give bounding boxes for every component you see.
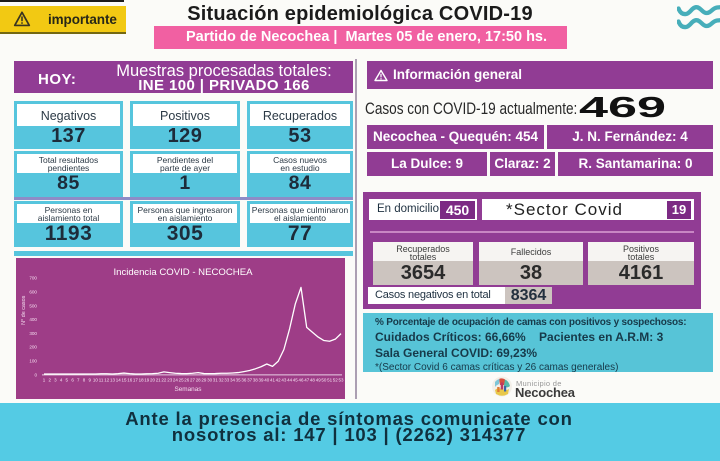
svg-text:2: 2 xyxy=(48,378,51,383)
svg-text:39: 39 xyxy=(258,378,264,383)
svg-text:19: 19 xyxy=(144,378,150,383)
svg-text:27: 27 xyxy=(190,378,196,383)
svg-text:Incidencia COVID - NECOCHEA: Incidencia COVID - NECOCHEA xyxy=(114,267,254,278)
svg-text:1: 1 xyxy=(43,378,46,383)
svg-text:21: 21 xyxy=(156,378,162,383)
svg-text:14: 14 xyxy=(116,378,122,383)
svg-text:42: 42 xyxy=(276,378,282,383)
svg-text:600: 600 xyxy=(29,290,37,295)
svg-text:24: 24 xyxy=(173,378,179,383)
svg-text:18: 18 xyxy=(139,378,145,383)
svg-text:15: 15 xyxy=(121,378,127,383)
svg-text:16: 16 xyxy=(127,378,133,383)
svg-text:36: 36 xyxy=(241,378,247,383)
svg-text:25: 25 xyxy=(179,378,185,383)
svg-text:51: 51 xyxy=(327,378,333,383)
svg-text:45: 45 xyxy=(293,378,299,383)
svg-text:30: 30 xyxy=(207,378,213,383)
svg-text:300: 300 xyxy=(29,331,37,336)
svg-text:13: 13 xyxy=(110,378,116,383)
svg-text:12: 12 xyxy=(104,378,110,383)
svg-text:40: 40 xyxy=(264,378,270,383)
svg-text:43: 43 xyxy=(281,378,287,383)
svg-text:23: 23 xyxy=(167,378,173,383)
svg-text:N° de casos: N° de casos xyxy=(21,295,27,325)
svg-text:52: 52 xyxy=(333,378,339,383)
svg-text:29: 29 xyxy=(201,378,207,383)
svg-text:28: 28 xyxy=(196,378,202,383)
svg-text:49: 49 xyxy=(316,378,322,383)
svg-text:22: 22 xyxy=(161,378,167,383)
svg-text:35: 35 xyxy=(236,378,242,383)
svg-text:5: 5 xyxy=(66,378,69,383)
svg-text:20: 20 xyxy=(150,378,156,383)
svg-text:53: 53 xyxy=(338,378,344,383)
svg-text:100: 100 xyxy=(29,359,37,364)
svg-text:4: 4 xyxy=(60,378,63,383)
svg-text:37: 37 xyxy=(247,378,253,383)
svg-text:38: 38 xyxy=(253,378,259,383)
svg-text:33: 33 xyxy=(224,378,230,383)
svg-text:34: 34 xyxy=(230,378,236,383)
svg-text:700: 700 xyxy=(29,276,37,281)
svg-text:50: 50 xyxy=(321,378,327,383)
svg-text:3: 3 xyxy=(54,378,57,383)
svg-text:48: 48 xyxy=(310,378,316,383)
svg-text:9: 9 xyxy=(88,378,91,383)
svg-text:11: 11 xyxy=(99,378,104,383)
svg-text:200: 200 xyxy=(29,345,37,350)
svg-text:47: 47 xyxy=(304,378,310,383)
svg-text:8: 8 xyxy=(83,378,86,383)
svg-text:6: 6 xyxy=(71,378,74,383)
svg-text:44: 44 xyxy=(287,378,293,383)
svg-text:31: 31 xyxy=(213,378,219,383)
svg-text:500: 500 xyxy=(29,303,37,308)
svg-text:400: 400 xyxy=(29,317,37,322)
svg-text:0: 0 xyxy=(34,372,37,377)
svg-text:Semanas: Semanas xyxy=(174,386,201,393)
svg-text:7: 7 xyxy=(77,378,80,383)
svg-text:26: 26 xyxy=(184,378,190,383)
svg-text:32: 32 xyxy=(219,378,225,383)
svg-text:46: 46 xyxy=(298,378,304,383)
svg-text:10: 10 xyxy=(93,378,99,383)
svg-text:41: 41 xyxy=(270,378,276,383)
svg-text:17: 17 xyxy=(133,378,139,383)
